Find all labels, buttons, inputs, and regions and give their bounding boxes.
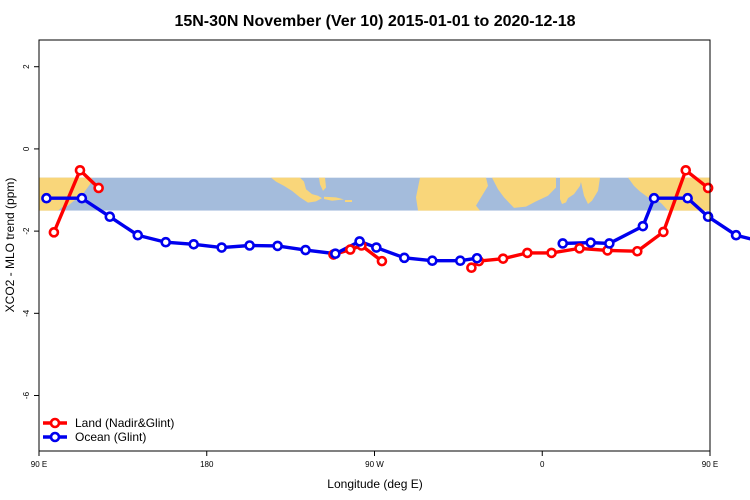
series-1-point [680,164,692,176]
legend-swatch-point [49,431,61,443]
series-2-point [330,248,341,260]
map-land-5 [319,177,326,191]
series-1-point [93,182,104,194]
map-land-8 [416,177,488,211]
y-tick-label: 0 [22,146,31,151]
series-1-point [702,182,714,194]
map-ocean [39,177,710,211]
series-1-point [497,253,509,264]
series-2-point [426,255,438,267]
map-land-1 [39,177,92,211]
map-land-2 [560,177,582,204]
series-2-point [702,211,714,223]
map-land-7 [345,200,352,203]
x-tick-label: 90 E [702,460,718,469]
map-land-10 [580,177,600,204]
y-tick-label: -6 [22,391,31,399]
x-tick-label: 90 E [31,460,47,469]
series-1-point [376,255,388,267]
series-2-point [399,252,410,264]
series-1-point [522,247,533,259]
map-land-9 [492,177,556,208]
y-tick-label: 2 [22,64,31,69]
legend: Land (Nadir&Glint)Ocean (Glint) [43,416,174,444]
series-2-point [585,237,597,248]
series-layer [41,164,750,273]
x-tick-label: 0 [540,460,545,469]
series-2-point [557,238,569,249]
legend-label: Land (Nadir&Glint) [75,416,174,430]
series-2-point [132,229,144,241]
series-2-point [300,244,311,256]
map-land-4 [271,177,322,203]
chart-title: 15N-30N November (Ver 10) 2015-01-01 to … [174,13,575,30]
series-2-point [648,192,660,204]
series-2-point [76,192,88,204]
x-tick-label: 90 W [365,460,384,469]
series-1-point [658,226,669,238]
series-2-point [354,236,365,247]
series-2-line-2 [562,196,750,246]
x-axis-label: Longitude (deg E) [327,477,422,491]
x-tick-label: 180 [200,460,214,469]
y-tick-label: -4 [22,309,31,317]
series-2-point [216,242,227,253]
series-2-point [604,238,615,249]
series-2-point [454,255,466,267]
map-land-6 [324,196,344,201]
series-1-point [344,244,356,255]
x-axis: 90 E 180 90 W 0 90 E [31,451,718,469]
series-2-point [41,192,52,204]
series-1-point [574,243,585,254]
series-2-point [371,242,382,253]
series-2-point [160,236,172,248]
series-2-point [471,252,483,264]
y-axis-label: XCO2 - MLO trend (ppm) [3,178,17,313]
series-1-point [632,245,643,257]
series-2-point [637,220,649,232]
series-2-point [272,240,283,252]
legend-swatch-point [49,417,61,429]
y-axis: 2 0 -2 -4 -6 [22,64,39,399]
series-1-point [48,227,60,238]
series-1-point [74,164,86,176]
series-2-point [188,238,200,250]
series-2-point [730,229,742,241]
legend-label: Ocean (Glint) [75,430,146,444]
series-1-point [466,262,477,273]
series-2-point [244,240,255,251]
y-tick-label: -2 [22,227,31,235]
series-2-point [682,192,693,204]
map-band [39,177,710,211]
series-2-point [104,211,116,223]
series-1-point [546,247,557,259]
